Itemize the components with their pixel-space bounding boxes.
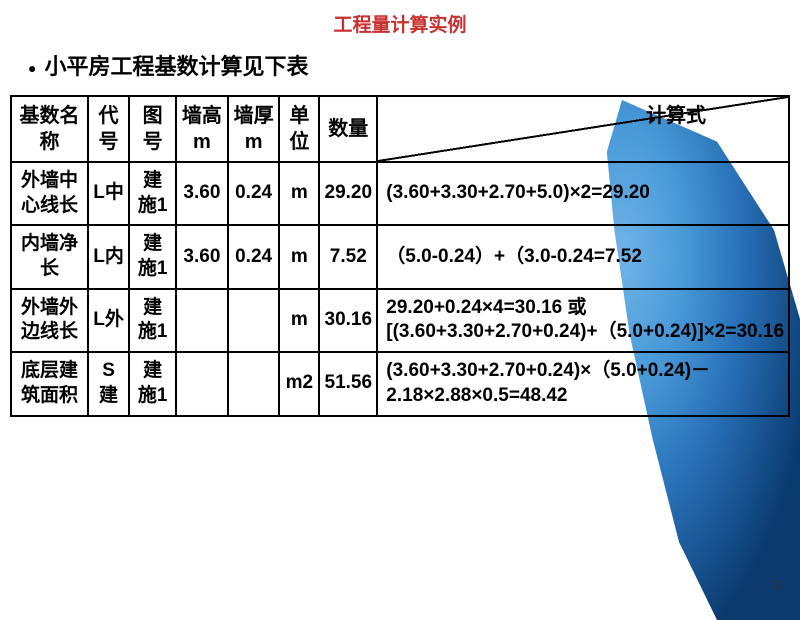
- cell-formula: （5.0-0.24）+（3.0-0.24=7.52: [377, 225, 789, 288]
- subtitle: 小平房工程基数计算见下表: [0, 49, 800, 95]
- table-header-row: 基数名称 代号 图号 墙高m 墙厚m 单位 数量 计算式: [11, 96, 789, 162]
- table-row: 外墙中心线长 L中 建施1 3.60 0.24 m 29.20 (3.60+3.…: [11, 162, 789, 225]
- cell-figure: 建施1: [129, 162, 176, 225]
- cell-thickness: [228, 289, 280, 352]
- cell-height: [176, 289, 228, 352]
- cell-qty: 7.52: [319, 225, 377, 288]
- cell-figure: 建施1: [129, 289, 176, 352]
- cell-qty: 30.16: [319, 289, 377, 352]
- cell-formula: (3.60+3.30+2.70+0.24)×（5.0+0.24)－2.18×2.…: [377, 352, 789, 415]
- cell-figure: 建施1: [129, 352, 176, 415]
- cell-name: 底层建筑面积: [11, 352, 88, 415]
- cell-unit: m: [279, 225, 319, 288]
- cell-thickness: 0.24: [228, 225, 280, 288]
- header-qty: 数量: [319, 96, 377, 162]
- cell-height: [176, 352, 228, 415]
- header-formula: 计算式: [377, 96, 789, 162]
- cell-formula: (3.60+3.30+2.70+5.0)×2=29.20: [377, 162, 789, 225]
- cell-thickness: 0.24: [228, 162, 280, 225]
- table-row: 底层建筑面积 S建 建施1 m2 51.56 (3.60+3.30+2.70+0…: [11, 352, 789, 415]
- cell-unit: m: [279, 289, 319, 352]
- header-thickness: 墙厚m: [228, 96, 280, 162]
- cell-figure: 建施1: [129, 225, 176, 288]
- calculation-table: 基数名称 代号 图号 墙高m 墙厚m 单位 数量 计算式 外墙中心线长 L中 建…: [10, 95, 790, 417]
- cell-code: L中: [88, 162, 129, 225]
- cell-height: 3.60: [176, 225, 228, 288]
- cell-qty: 29.20: [319, 162, 377, 225]
- page-number: 3: [772, 577, 780, 594]
- table-row: 内墙净长 L内 建施1 3.60 0.24 m 7.52 （5.0-0.24）+…: [11, 225, 789, 288]
- cell-name: 外墙外边线长: [11, 289, 88, 352]
- page-title: 工程量计算实例: [0, 0, 800, 49]
- cell-code: S建: [88, 352, 129, 415]
- header-code: 代号: [88, 96, 129, 162]
- cell-name: 内墙净长: [11, 225, 88, 288]
- header-figure: 图号: [129, 96, 176, 162]
- header-unit: 单位: [279, 96, 319, 162]
- header-name: 基数名称: [11, 96, 88, 162]
- cell-height: 3.60: [176, 162, 228, 225]
- cell-qty: 51.56: [319, 352, 377, 415]
- cell-code: L内: [88, 225, 129, 288]
- cell-formula: 29.20+0.24×4=30.16 或[(3.60+3.30+2.70+0.2…: [377, 289, 789, 352]
- cell-code: L外: [88, 289, 129, 352]
- cell-thickness: [228, 352, 280, 415]
- header-height: 墙高m: [176, 96, 228, 162]
- table-row: 外墙外边线长 L外 建施1 m 30.16 29.20+0.24×4=30.16…: [11, 289, 789, 352]
- cell-name: 外墙中心线长: [11, 162, 88, 225]
- cell-unit: m2: [279, 352, 319, 415]
- cell-unit: m: [279, 162, 319, 225]
